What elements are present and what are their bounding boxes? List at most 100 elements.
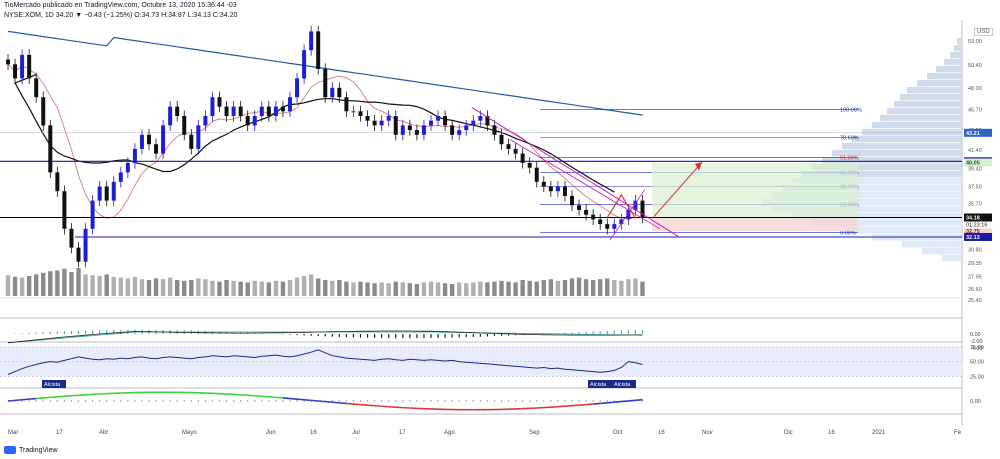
volume-bar — [562, 280, 568, 296]
oscillator-zero-dot — [613, 400, 615, 402]
volume-bar — [541, 280, 546, 296]
oscillator-line-segment — [289, 397, 298, 400]
volume-bar — [175, 280, 180, 296]
candle-body — [203, 116, 208, 126]
volume-bar — [520, 280, 525, 296]
volume-profile-bar — [772, 192, 962, 199]
candle-body — [69, 228, 74, 248]
volume-profile-bar — [936, 66, 962, 73]
volume-bar — [245, 282, 250, 296]
volume-profile-bar — [957, 38, 962, 45]
volume-profile-bar — [942, 255, 962, 262]
volume-bar — [48, 271, 53, 296]
candle-body — [273, 106, 278, 116]
candle-body — [309, 31, 314, 51]
oscillator-line-segment — [578, 403, 587, 406]
volume-bar — [287, 280, 293, 296]
candle-body — [175, 106, 180, 116]
candle-body — [513, 148, 518, 154]
oscillator-zero-dot — [578, 400, 580, 402]
oscillator-zero-dot — [416, 400, 418, 402]
volume-bar — [294, 277, 300, 296]
candle-body — [83, 228, 88, 262]
price-tick-label: 41.40 — [968, 148, 982, 154]
volume-profile-bar — [954, 45, 962, 52]
volume-profile-bar — [842, 143, 962, 150]
oscillator-zero-dot — [437, 400, 439, 402]
chart-canvas[interactable]: 100.00%78.60%61.80%50.00%38.20%23.60%0.0… — [0, 20, 1000, 444]
time-axis-label: Jun — [266, 430, 276, 436]
volume-bar — [372, 283, 377, 296]
candle-body — [288, 97, 292, 112]
price-tick-label: 48.00 — [968, 86, 982, 92]
time-axis-label: Oct — [613, 430, 623, 436]
volume-bar — [5, 275, 11, 296]
support-badge: 32.13 — [966, 235, 980, 241]
volume-bar — [640, 281, 645, 296]
candle-body — [302, 50, 307, 79]
candle-body — [34, 78, 39, 98]
volume-bar — [492, 281, 497, 296]
candle-body — [570, 195, 574, 206]
channel-lower — [609, 189, 646, 241]
volume-profile-bar — [950, 52, 962, 59]
oscillator-zero-dot — [451, 400, 453, 402]
candle-body — [48, 125, 53, 173]
volume-bar — [69, 272, 74, 296]
oscillator-zero-dot — [98, 400, 101, 402]
sma-mid-line — [14, 74, 615, 193]
candle-body — [90, 200, 95, 229]
candle-body — [429, 120, 433, 126]
oscillator-line-segment — [304, 398, 312, 402]
candle-body — [407, 125, 412, 131]
volume-bar — [478, 281, 483, 296]
candle-body — [612, 224, 617, 229]
candle-body — [584, 210, 589, 215]
alcista-tag-bg — [42, 380, 66, 388]
volume-bar — [273, 280, 279, 296]
oscillator-line-segment — [261, 395, 269, 398]
volume-bar — [499, 280, 504, 296]
candle-body — [27, 54, 32, 79]
volume-profile-bar — [902, 241, 962, 248]
footer-brand: TradingView — [19, 446, 58, 454]
candle-body — [295, 78, 300, 98]
candle-body — [13, 64, 18, 79]
oscillator-line-segment — [607, 401, 615, 404]
volume-bar — [167, 277, 173, 296]
alcista-tag-bg — [612, 380, 636, 388]
price-tick-label: 50.40 — [968, 63, 982, 69]
oscillator-line-segment — [268, 396, 276, 399]
volume-profile-bar — [922, 248, 962, 255]
candle-body — [6, 59, 10, 65]
oscillator-zero-dot — [303, 400, 305, 402]
volume-bar — [76, 268, 81, 296]
volume-bar — [449, 284, 455, 296]
candle-body — [266, 106, 271, 116]
oscillator-zero-dot — [331, 400, 333, 402]
currency-badge[interactable]: USD — [974, 28, 993, 36]
target-arrow — [653, 161, 703, 217]
volume-bar — [203, 279, 208, 296]
price-badge: 43.21 — [966, 131, 980, 137]
oscillator-zero-dot — [56, 400, 59, 402]
footer: TradingView — [4, 446, 58, 454]
volume-bar — [428, 281, 434, 296]
target-arrow-head — [695, 162, 702, 171]
alcista-tag: Alcista — [590, 382, 607, 388]
candle-body — [626, 210, 631, 220]
volume-bar — [259, 281, 264, 296]
volume-bar — [605, 278, 610, 296]
candle-body — [323, 69, 328, 98]
oscillator-zero-dot — [35, 400, 37, 402]
oscillator-line-segment — [14, 398, 23, 402]
volume-bar — [598, 279, 603, 296]
oscillator-zero-dot — [465, 400, 467, 402]
candle-body — [393, 116, 398, 135]
oscillator-zero-dot — [282, 400, 284, 402]
volume-bar — [189, 280, 194, 296]
countdown-bg — [964, 221, 992, 229]
time-axis-label: Fe — [954, 430, 962, 436]
volume-profile-bar — [772, 206, 962, 213]
candle-body — [20, 54, 25, 79]
